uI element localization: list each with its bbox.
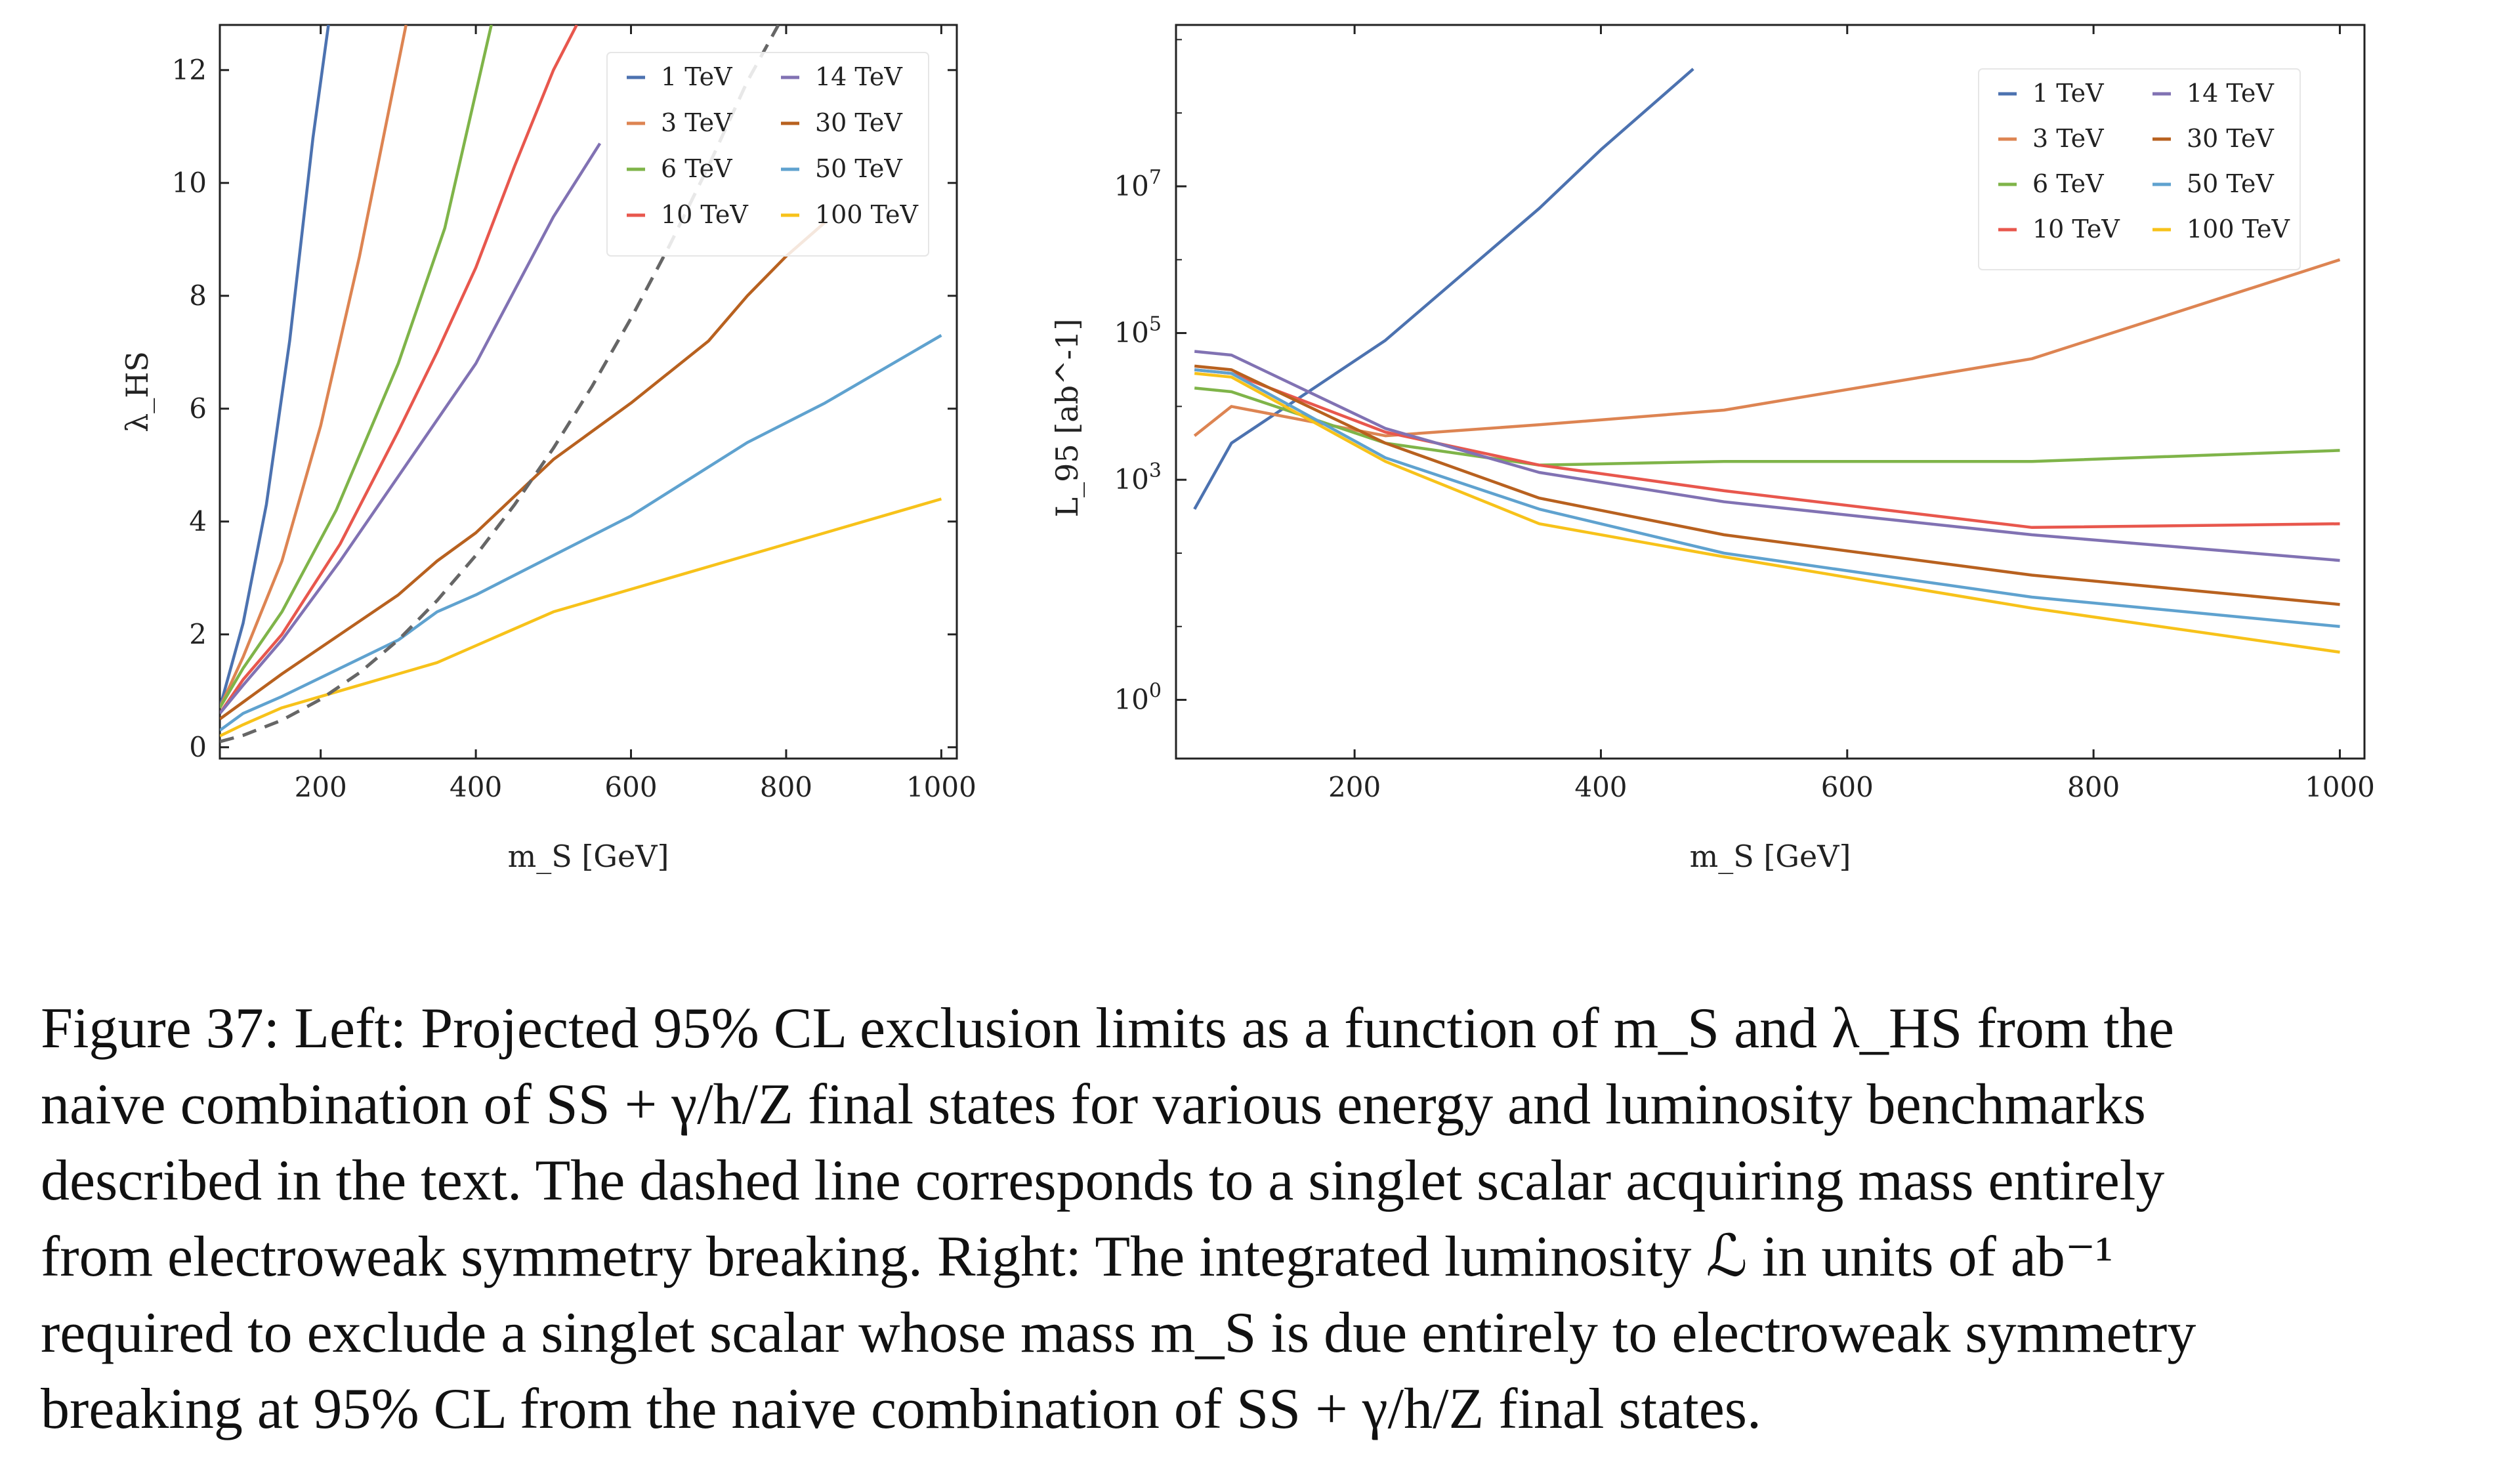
legend-label-left: 100 TeV: [815, 200, 918, 229]
legend-label-left: 30 TeV: [815, 108, 902, 137]
y-tick-label-left: 4: [189, 505, 207, 537]
series-line-right-30-tev: [1194, 364, 2340, 606]
legend-box-right: [1978, 68, 2301, 270]
series-line-right-3-tev: [1193, 258, 2341, 438]
x-tick-label-left: 600: [604, 771, 657, 803]
series-line-left-6-tev: [220, 25, 493, 709]
x-tick-label-left: 800: [760, 771, 812, 803]
legend-label-right: 1 TeV: [2032, 79, 2104, 108]
y-tick-label-left: 6: [189, 392, 207, 425]
legend-label-right: 6 TeV: [2032, 169, 2104, 198]
caption-line-6: breaking at 95% CL from the naive combin…: [41, 1377, 1762, 1441]
legend-box-left: [606, 52, 929, 257]
legend-label-right: 14 TeV: [2187, 79, 2274, 108]
x-axis-label-right: m_S [GeV]: [1690, 839, 1851, 874]
y-tick-label-left: 0: [189, 731, 207, 763]
y-tick-label-right: 100: [1114, 680, 1162, 716]
legend-label-left: 10 TeV: [661, 200, 748, 229]
legend-label-right: 100 TeV: [2187, 215, 2290, 243]
legend-label-left: 1 TeV: [661, 62, 732, 91]
series-line-right-1-tev: [1193, 68, 1694, 510]
y-tick-label-right: 105: [1114, 313, 1162, 349]
legend-label-left: 14 TeV: [815, 62, 902, 91]
y-tick-label-right: 103: [1114, 459, 1162, 495]
series-line-right-50-tev: [1194, 368, 2340, 629]
caption-line-2: naive combination of SS + γ/h/Z final st…: [41, 1073, 2146, 1137]
caption-line-1: Figure 37: Left: Projected 95% CL exclus…: [41, 997, 2174, 1060]
series-line-left-1-tev: [220, 25, 330, 709]
x-tick-label-left: 400: [450, 771, 502, 803]
axes-frame-right: [1175, 24, 2366, 760]
series-line-left-3-tev: [220, 25, 408, 709]
x-tick-label-right: 600: [1821, 771, 1874, 803]
series-line-left-100-tev: [220, 497, 942, 738]
legend-label-left: 50 TeV: [815, 154, 902, 183]
y-tick-label-left: 12: [172, 54, 207, 86]
series-line-right-14-tev: [1194, 350, 2340, 562]
series-line-left-50-tev: [220, 334, 942, 732]
x-tick-label-right: 1000: [2305, 771, 2375, 803]
series-group-right: [1193, 68, 2341, 654]
x-tick-label-left: 1000: [906, 771, 976, 803]
y-tick-label-left: 2: [189, 618, 207, 650]
y-axis-label-right: L_95 [ab^-1]: [1049, 319, 1085, 518]
series-line-left-10-tev: [220, 25, 578, 715]
legend-label-left: 6 TeV: [661, 154, 732, 183]
caption-line-5: required to exclude a singlet scalar who…: [41, 1301, 2196, 1365]
series-group-left: [220, 25, 942, 743]
series-line-right-100-tev: [1194, 371, 2340, 654]
x-tick-label-right: 200: [1328, 771, 1381, 803]
figure-caption: Figure 37: Left: Projected 95% CL exclus…: [41, 991, 2482, 1448]
series-line-right-6-tev: [1194, 386, 2340, 467]
y-tick-label-left: 8: [189, 280, 207, 312]
legend-label-right: 30 TeV: [2187, 124, 2274, 153]
legend-label-right: 3 TeV: [2032, 124, 2104, 153]
series-line-left-14-tev: [220, 142, 602, 715]
series-line-left-30-tev: [220, 221, 826, 720]
y-tick-label-right: 107: [1114, 166, 1162, 202]
x-tick-label-right: 400: [1574, 771, 1627, 803]
chart-svg: 200 400 600 800 1000 0 2 4 6 8 10 12 1 TeV 3 TeV 6 TeV…: [119, 24, 2375, 874]
caption-line-4: from electroweak symmetry breaking. Righ…: [41, 1225, 2113, 1289]
legend-label-left: 3 TeV: [661, 108, 732, 137]
x-axis-label-left: m_S [GeV]: [508, 839, 669, 874]
legend-label-right: 50 TeV: [2187, 169, 2274, 198]
x-tick-label-right: 800: [2067, 771, 2120, 803]
x-tick-label-left: 200: [295, 771, 347, 803]
caption-line-3: described in the text. The dashed line c…: [41, 1149, 2165, 1213]
axes-frame-left: [219, 24, 958, 760]
y-axis-label-left: λ_HS: [119, 351, 155, 432]
figure: 200 400 600 800 1000 0 2 4 6 8 10 12 1 TeV 3 TeV 6 TeV…: [119, 24, 2375, 874]
legend-label-right: 10 TeV: [2032, 215, 2120, 243]
y-tick-label-left: 10: [172, 167, 207, 199]
